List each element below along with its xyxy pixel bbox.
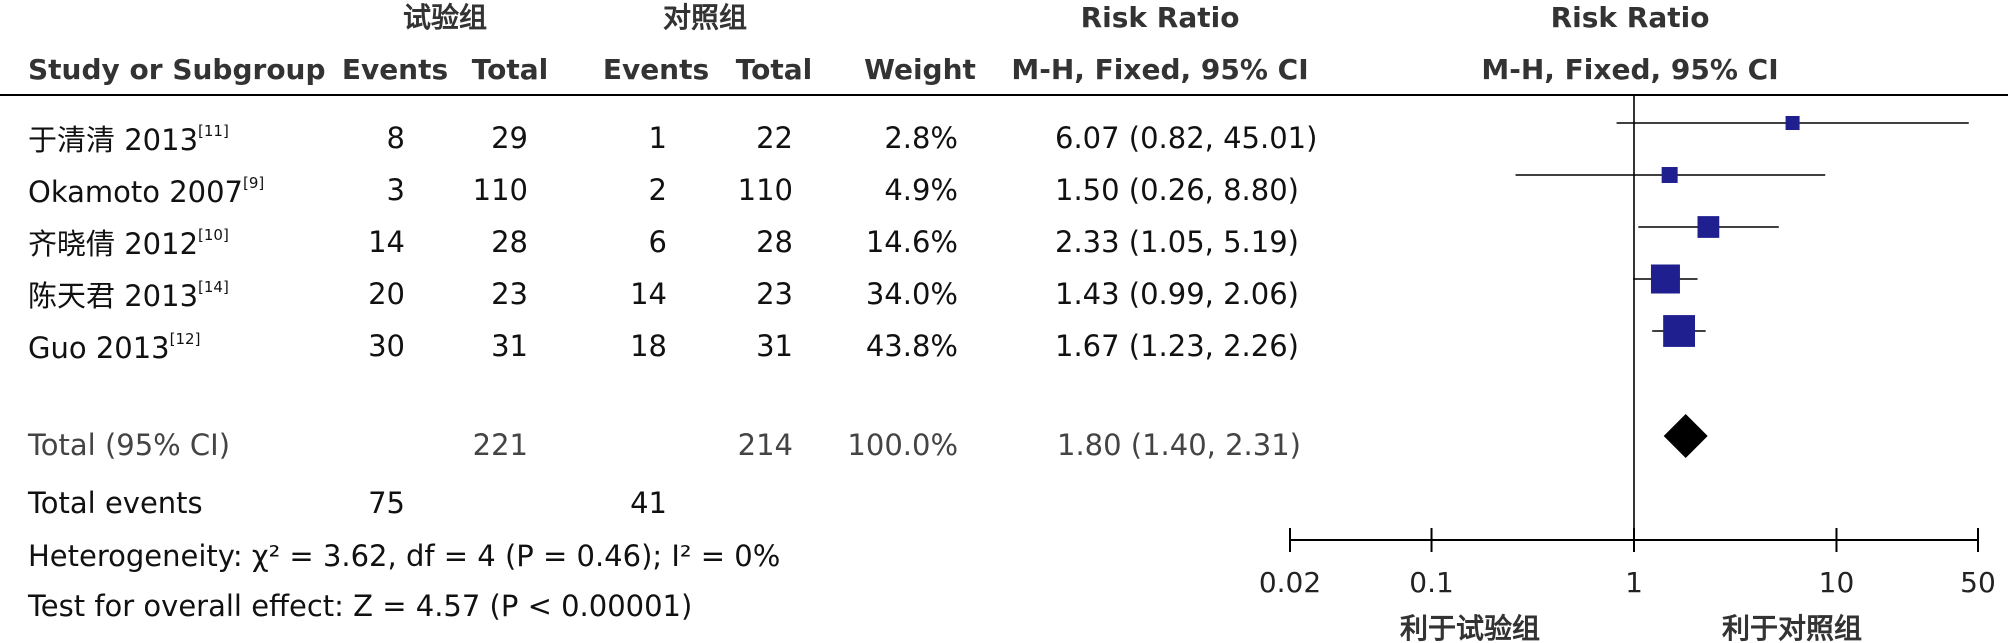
events1-value: 3 [386, 173, 405, 207]
events1-value: 14 [368, 225, 405, 259]
total2-value: 31 [756, 329, 793, 363]
x-tick-label: 10 [1819, 566, 1855, 599]
x-tick-label: 0.02 [1259, 566, 1321, 599]
pooled-diamond [1663, 414, 1708, 458]
events2-value: 1 [648, 121, 667, 155]
effect-square [1785, 115, 1800, 131]
events2-value: 6 [648, 225, 667, 259]
weight-value: 2.8% [884, 121, 958, 155]
total2-value: 23 [756, 277, 793, 311]
x-tick-label: 1 [1625, 566, 1643, 599]
events1-value: 30 [368, 329, 405, 363]
total1-value: 28 [491, 225, 528, 259]
favours-right-label: 利于对照组 [1722, 612, 1862, 643]
weight-value: 43.8% [865, 329, 958, 363]
risk-ratio-ci: 6.07 (0.82, 45.01) [1055, 121, 1318, 155]
x-tick-label: 50 [1960, 566, 1996, 599]
header-group2: 对照组 [662, 1, 747, 34]
header-method-plot: M-H, Fixed, 95% CI [1481, 53, 1779, 86]
study-name: 陈天君 2013[14] [28, 278, 229, 313]
total-events2: 41 [630, 486, 667, 520]
effect-square [1663, 315, 1696, 347]
risk-ratio-ci: 1.67 (1.23, 2.26) [1055, 329, 1299, 363]
header-rr-plot: Risk Ratio [1550, 1, 1710, 34]
study-name: 于清清 2013[11] [28, 122, 229, 157]
total1-value: 23 [491, 277, 528, 311]
total-weight: 100.0% [847, 428, 958, 462]
study-name: Okamoto 2007[9] [28, 174, 265, 209]
header-study: Study or Subgroup [28, 53, 326, 86]
events2-value: 18 [630, 329, 667, 363]
total1-value: 110 [472, 173, 528, 207]
total-ci: 1.80 (1.40, 2.31) [1057, 428, 1301, 462]
header-method-text: M-H, Fixed, 95% CI [1011, 53, 1309, 86]
risk-ratio-ci: 1.50 (0.26, 8.80) [1055, 173, 1299, 207]
overall-effect-text: Test for overall effect: Z = 4.57 (P < 0… [28, 589, 693, 623]
header-events2: Events [602, 53, 710, 86]
events2-value: 14 [630, 277, 667, 311]
header-total1: Total [471, 53, 549, 86]
total1-value: 29 [491, 121, 528, 155]
total-events-label: Total events [28, 486, 203, 520]
risk-ratio-ci: 2.33 (1.05, 5.19) [1055, 225, 1299, 259]
study-name: 齐晓倩 2012[10] [28, 226, 229, 261]
total2-value: 214 [737, 428, 793, 462]
risk-ratio-ci: 1.43 (0.99, 2.06) [1055, 277, 1299, 311]
study-name: Guo 2013[12] [28, 330, 201, 365]
favours-left-label: 利于试验组 [1400, 612, 1540, 643]
events1-value: 8 [386, 121, 405, 155]
header-group1: 试验组 [402, 1, 487, 34]
total-label: Total (95% CI) [28, 428, 231, 462]
events1-value: 20 [368, 277, 405, 311]
header-total2: Total [735, 53, 813, 86]
heterogeneity-text: Heterogeneity: χ² = 3.62, df = 4 (P = 0.… [28, 539, 781, 573]
total-events1: 75 [368, 486, 405, 520]
weight-value: 34.0% [865, 277, 958, 311]
effect-square [1661, 167, 1678, 183]
effect-square [1697, 216, 1720, 238]
total2-value: 28 [756, 225, 793, 259]
header-events1: Events [341, 53, 449, 86]
weight-value: 14.6% [865, 225, 958, 259]
total2-value: 110 [737, 173, 793, 207]
total2-value: 22 [756, 121, 793, 155]
total1-value: 31 [491, 329, 528, 363]
header-weight: Weight [864, 53, 976, 86]
x-tick-label: 0.1 [1409, 566, 1454, 599]
total1-value: 221 [472, 428, 528, 462]
events2-value: 2 [648, 173, 667, 207]
weight-value: 4.9% [884, 173, 958, 207]
header-rr-text: Risk Ratio [1080, 1, 1240, 34]
effect-square [1650, 264, 1680, 294]
